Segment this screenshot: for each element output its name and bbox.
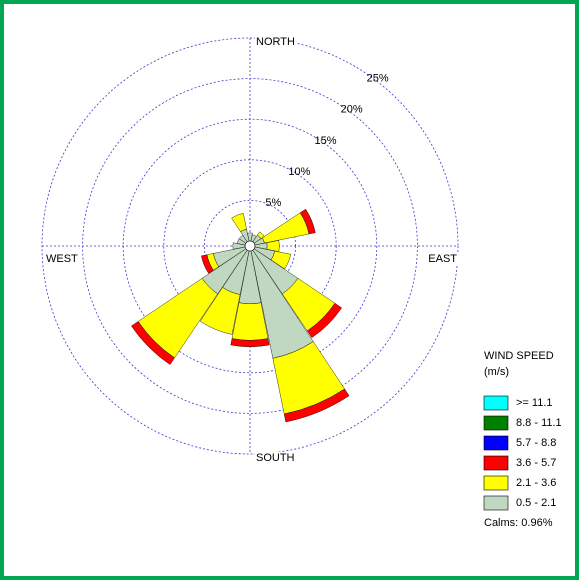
ring-label: 10% xyxy=(288,166,310,178)
direction-label: WEST xyxy=(46,253,78,265)
legend-label: 2.1 - 3.6 xyxy=(516,477,556,489)
legend-swatch xyxy=(484,456,508,470)
ring-label: 25% xyxy=(367,73,389,85)
legend-swatch xyxy=(484,416,508,430)
legend-swatch xyxy=(484,396,508,410)
chart: 5% 10% 15% 20% 25% NORTH EAST SOUTH WEST WIND SPE… xyxy=(4,4,575,576)
legend-label: 3.6 - 5.7 xyxy=(516,457,556,469)
wedge-segment xyxy=(232,213,247,231)
ring-label: 5% xyxy=(265,197,281,209)
calm-circle xyxy=(245,241,255,251)
legend-label: 8.8 - 11.1 xyxy=(516,417,562,429)
legend-label: >= 11.1 xyxy=(516,397,553,409)
ring-label: 20% xyxy=(341,104,363,116)
ring-label: 15% xyxy=(314,135,336,147)
legend-label: 5.7 - 8.8 xyxy=(516,437,556,449)
legend-title: WIND SPEED xyxy=(484,350,554,362)
calms-label: Calms: 0.96% xyxy=(484,517,553,529)
legend-label: 0.5 - 2.1 xyxy=(516,497,556,509)
direction-label: NORTH xyxy=(256,36,295,48)
direction-label: EAST xyxy=(428,253,457,265)
legend-units: (m/s) xyxy=(484,366,509,378)
legend-swatch xyxy=(484,476,508,490)
direction-label: SOUTH xyxy=(256,452,295,464)
legend-swatch xyxy=(484,496,508,510)
wedge-segment xyxy=(262,213,309,243)
legend-swatch xyxy=(484,436,508,450)
